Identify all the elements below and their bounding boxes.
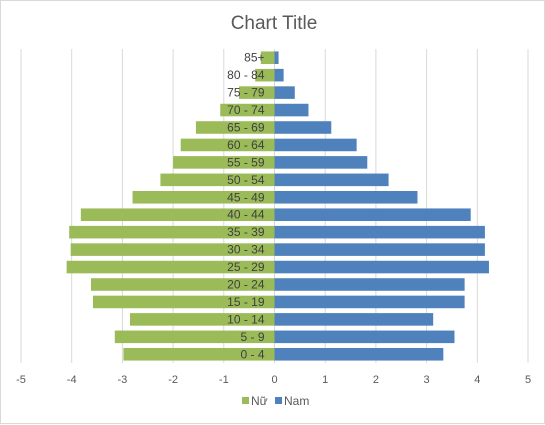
bar-male xyxy=(274,278,465,291)
category-label: 85+ xyxy=(244,51,264,65)
category-label: 65 - 69 xyxy=(227,121,265,135)
x-tick-label: 1 xyxy=(322,374,328,386)
x-tick-label: 2 xyxy=(373,374,379,386)
bar-female xyxy=(132,190,275,204)
bar-male xyxy=(274,103,309,117)
x-axis-ticks: -5 -4 -3 -2 -1 0 1 2 3 4 5 xyxy=(16,374,531,386)
bar-male xyxy=(274,138,357,152)
x-tick-label: -5 xyxy=(16,374,26,386)
x-tick-label: 5 xyxy=(525,374,531,386)
bar-female xyxy=(130,313,275,326)
legend: Nữ Nam xyxy=(242,394,309,408)
x-tick-label: 3 xyxy=(424,374,430,386)
bar-female xyxy=(69,225,275,239)
legend-swatch xyxy=(275,397,282,404)
gridlines xyxy=(20,49,529,363)
bar-male xyxy=(274,68,284,82)
bar-male xyxy=(274,243,485,256)
chart-title: Chart Title xyxy=(231,13,318,34)
category-label: 35 - 39 xyxy=(227,225,265,239)
bar-female xyxy=(255,68,275,82)
bar-female xyxy=(80,208,275,222)
bar-male xyxy=(274,260,489,274)
category-label: 5 - 9 xyxy=(240,330,264,344)
bars xyxy=(66,51,489,361)
category-label: 10 - 14 xyxy=(227,312,265,326)
category-label: 60 - 64 xyxy=(227,138,265,152)
bar-male xyxy=(274,190,418,204)
x-tick-label: 0 xyxy=(271,374,277,386)
category-label: 40 - 44 xyxy=(227,208,265,222)
bar-male xyxy=(274,347,444,361)
bar-female xyxy=(70,243,275,256)
bar-female xyxy=(160,173,275,187)
category-label: 20 - 24 xyxy=(227,278,265,292)
bar-female xyxy=(220,103,275,117)
category-labels: 0 - 4 5 - 9 10 - 14 15 - 19 20 - 24 25 - 29 30… xyxy=(227,51,265,362)
category-label: 0 - 4 xyxy=(240,347,264,361)
bar-female xyxy=(90,278,275,291)
bar-female xyxy=(114,330,275,344)
category-label: 30 - 34 xyxy=(227,243,265,257)
category-label: 70 - 74 xyxy=(227,103,265,117)
category-label: 15 - 19 xyxy=(227,295,265,309)
bar-female xyxy=(195,121,275,134)
bar-female xyxy=(239,86,275,99)
bar-male xyxy=(274,225,485,239)
bar-female xyxy=(173,156,275,169)
category-label: 75 - 79 xyxy=(227,86,265,100)
bar-male xyxy=(274,156,368,169)
bar-female xyxy=(92,295,275,309)
bar-male xyxy=(274,295,465,309)
legend-swatch xyxy=(242,397,249,404)
bar-male xyxy=(274,121,332,134)
category-label: 45 - 49 xyxy=(227,190,265,204)
bar-male xyxy=(274,208,471,222)
legend-label: Nam xyxy=(284,394,309,408)
bar-male xyxy=(274,173,389,187)
x-tick-label: -1 xyxy=(219,374,229,386)
bar-male xyxy=(274,313,434,326)
bar-female xyxy=(180,138,275,152)
bar-female xyxy=(123,347,275,361)
bar-male xyxy=(274,330,455,344)
x-tick-label: -2 xyxy=(168,374,178,386)
x-tick-label: -3 xyxy=(118,374,128,386)
bar-female xyxy=(66,260,275,274)
bar-male xyxy=(274,86,295,99)
legend-label: Nữ xyxy=(251,394,268,408)
bar-male xyxy=(274,51,279,65)
bar-female xyxy=(260,51,275,65)
category-label: 80 - 84 xyxy=(227,68,265,82)
category-label: 50 - 54 xyxy=(227,173,265,187)
category-label: 55 - 59 xyxy=(227,155,265,169)
x-tick-label: 4 xyxy=(474,374,480,386)
x-tick-label: -4 xyxy=(67,374,77,386)
category-label: 25 - 29 xyxy=(227,260,265,274)
